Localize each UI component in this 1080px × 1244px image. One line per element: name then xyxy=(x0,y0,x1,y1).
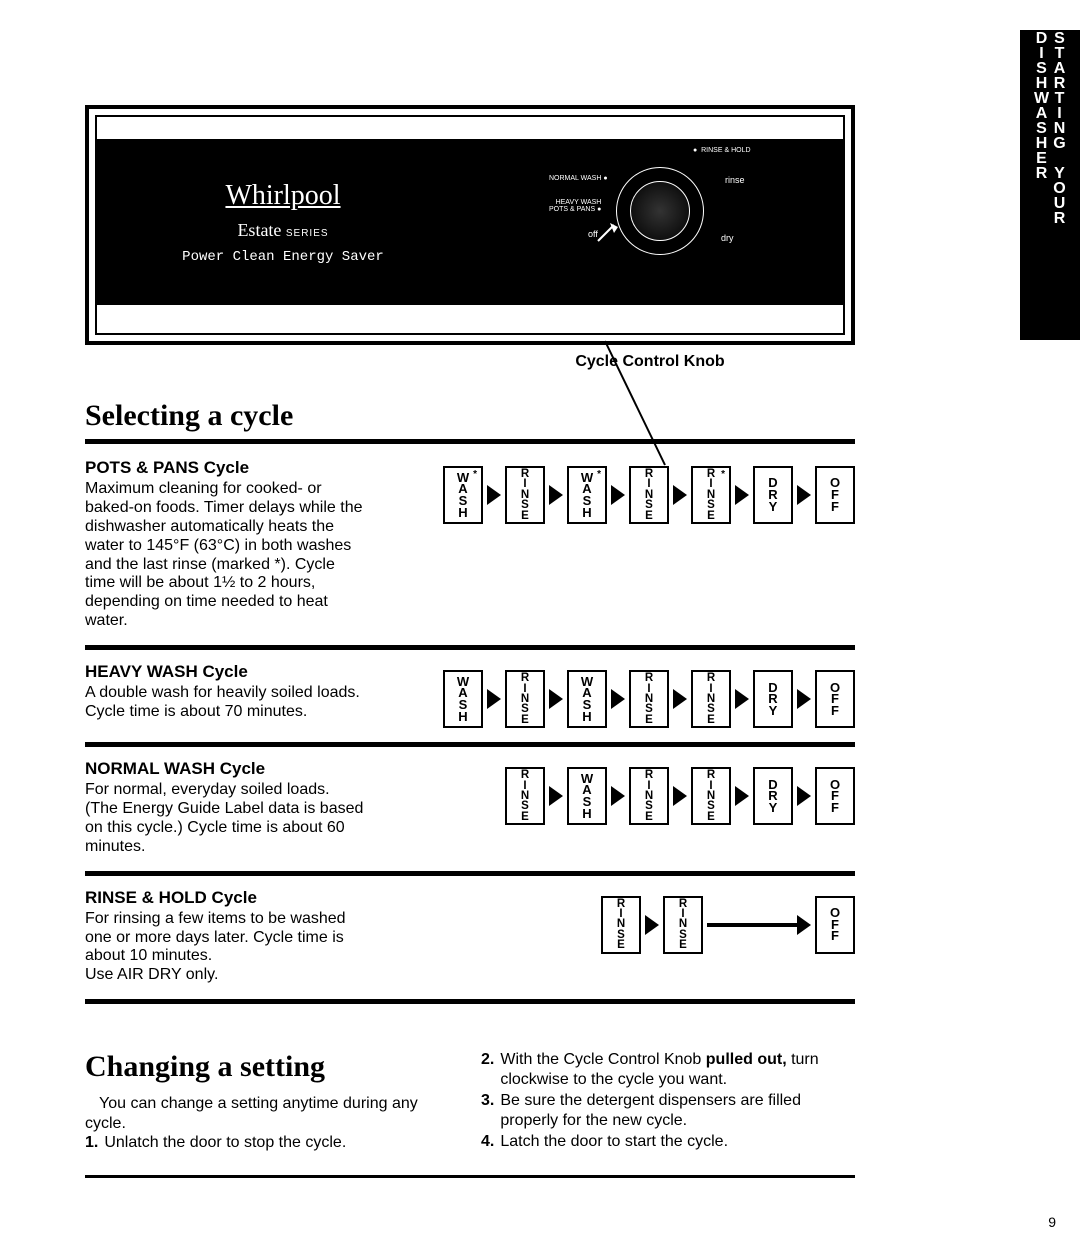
step-2: 2.With the Cycle Control Knob pulled out… xyxy=(481,1050,855,1089)
cycle-diagram: RINSE WASH RINSE RINSE DRY OFF xyxy=(395,759,855,825)
heading-changing: Changing a setting xyxy=(85,1050,445,1084)
arrow-icon xyxy=(735,786,749,806)
step-3: 3.Be sure the detergent dispensers are f… xyxy=(481,1091,855,1130)
brand-logo: Whirlpool xyxy=(225,180,340,212)
step-wash: WASH xyxy=(567,767,607,825)
step-rinse: RINSE xyxy=(601,896,641,954)
step-rinse: RINSE xyxy=(505,466,545,524)
step-off: OFF xyxy=(815,670,855,728)
control-panel-illustration: Whirlpool Estate SERIES Power Clean Ener… xyxy=(85,105,855,345)
arrow-icon xyxy=(611,786,625,806)
step-rinse: RINSE xyxy=(663,896,703,954)
step-rinse: RINSE* xyxy=(691,466,731,524)
changing-setting-section: Changing a setting You can change a sett… xyxy=(85,1050,855,1178)
step-off: OFF xyxy=(815,466,855,524)
cycle-title: POTS & PANS Cycle xyxy=(85,458,365,478)
cycle-title: HEAVY WASH Cycle xyxy=(85,662,365,682)
step-rinse: RINSE xyxy=(629,670,669,728)
step-rinse: RINSE xyxy=(691,767,731,825)
arrow-icon xyxy=(673,689,687,709)
step-wash: WASH xyxy=(567,670,607,728)
arrow-icon xyxy=(673,485,687,505)
long-arrow-icon xyxy=(707,915,811,935)
cycle-body: Maximum cleaning for cooked- or baked-on… xyxy=(85,480,365,631)
step-dry: DRY xyxy=(753,670,793,728)
arrow-icon xyxy=(797,485,811,505)
step-off: OFF xyxy=(815,767,855,825)
arrow-icon xyxy=(611,689,625,709)
arrow-icon xyxy=(549,485,563,505)
step-wash: WASH xyxy=(443,670,483,728)
step-1: 1.Unlatch the door to stop the cycle. xyxy=(85,1133,445,1153)
arrow-icon xyxy=(549,786,563,806)
cycle-body: A double wash for heavily soiled loads. … xyxy=(85,684,365,722)
arrow-icon xyxy=(735,689,749,709)
arrow-icon xyxy=(673,786,687,806)
step-wash: WASH* xyxy=(567,466,607,524)
cycle-pots-pans: POTS & PANS Cycle Maximum cleaning for c… xyxy=(85,458,855,650)
arrow-icon xyxy=(735,485,749,505)
cycle-normal-wash: NORMAL WASH Cycle For normal, everyday s… xyxy=(85,759,855,876)
arrow-icon xyxy=(487,689,501,709)
page-number: 9 xyxy=(1048,1214,1056,1230)
step-rinse: RINSE xyxy=(691,670,731,728)
arrow-icon xyxy=(611,485,625,505)
cycle-body-2: Use AIR DRY only. xyxy=(85,966,365,985)
series-label: Estate SERIES xyxy=(237,220,328,241)
step-off: OFF xyxy=(815,896,855,954)
cycle-body: For normal, everyday soiled loads. (The … xyxy=(85,781,365,857)
cycle-diagram: WASH RINSE WASH RINSE RINSE DRY OFF xyxy=(395,662,855,728)
arrow-icon xyxy=(645,915,659,935)
step-wash: WASH* xyxy=(443,466,483,524)
cycle-body: For rinsing a few items to be washed one… xyxy=(85,910,365,967)
heading-selecting: Selecting a cycle xyxy=(85,399,855,433)
callout-line xyxy=(545,339,685,469)
arrow-icon xyxy=(487,485,501,505)
step-4: 4.Latch the door to start the cycle. xyxy=(481,1132,855,1152)
step-dry: DRY xyxy=(753,466,793,524)
page-content: Whirlpool Estate SERIES Power Clean Ener… xyxy=(85,105,855,1178)
side-tab-text: STARTING YOUR DISHWASHER xyxy=(1032,30,1068,340)
cycle-title: NORMAL WASH Cycle xyxy=(85,759,365,779)
step-rinse: RINSE xyxy=(505,767,545,825)
arrow-icon xyxy=(549,689,563,709)
cycle-rinse-hold: RINSE & HOLD Cycle For rinsing a few ite… xyxy=(85,888,855,1005)
step-rinse: RINSE xyxy=(629,466,669,524)
arrow-icon xyxy=(797,786,811,806)
tagline: Power Clean Energy Saver xyxy=(182,249,384,265)
changing-intro: You can change a setting anytime during … xyxy=(85,1094,445,1133)
arrow-icon xyxy=(797,689,811,709)
side-tab: STARTING YOUR DISHWASHER xyxy=(1020,30,1080,340)
panel-brand-area: Whirlpool Estate SERIES Power Clean Ener… xyxy=(97,141,471,303)
cycle-heavy-wash: HEAVY WASH Cycle A double wash for heavi… xyxy=(85,662,855,747)
step-dry: DRY xyxy=(753,767,793,825)
panel-knob-area: ● RINSE & HOLD NORMAL WASH ● HEAVY WASH … xyxy=(471,141,843,303)
cycle-title: RINSE & HOLD Cycle xyxy=(85,888,365,908)
step-rinse: RINSE xyxy=(505,670,545,728)
step-rinse: RINSE xyxy=(629,767,669,825)
cycle-diagram: RINSE RINSE OFF xyxy=(395,888,855,954)
